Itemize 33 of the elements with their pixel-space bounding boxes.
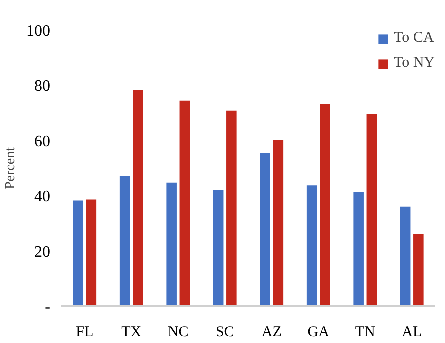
bar (86, 200, 97, 306)
y-tick-label: 40 (34, 188, 50, 206)
bar (73, 200, 84, 306)
y-tick-label: 80 (34, 78, 50, 96)
bar (414, 234, 424, 306)
x-tick-label: NC (168, 324, 189, 340)
x-tick-label: TN (355, 324, 376, 340)
bar (354, 192, 364, 306)
legend-label: To CA (394, 30, 434, 47)
bar (180, 100, 190, 306)
bar (366, 114, 378, 306)
bar (260, 153, 270, 306)
bar (400, 206, 411, 306)
bar (166, 182, 177, 306)
x-tick-label: TX (122, 324, 142, 340)
y-tick-label: 100 (26, 23, 50, 40)
bar (320, 104, 330, 306)
legend-label: To NY (394, 55, 435, 72)
bar (273, 140, 284, 306)
bar (226, 110, 237, 306)
y-axis-title: Percent (4, 147, 18, 190)
x-tick-label: FL (76, 324, 94, 340)
y-tick-label: 60 (34, 133, 50, 150)
bar (213, 190, 224, 306)
x-tick-label: AZ (262, 324, 282, 340)
x-tick-label: GA (308, 324, 330, 340)
bar (120, 176, 130, 306)
x-tick-label: AL (402, 324, 422, 340)
y-tick-label: - (45, 299, 50, 316)
bar (306, 186, 318, 306)
x-tick-label: SC (216, 324, 234, 340)
y-tick-label: 20 (34, 244, 50, 261)
bar (133, 90, 144, 306)
